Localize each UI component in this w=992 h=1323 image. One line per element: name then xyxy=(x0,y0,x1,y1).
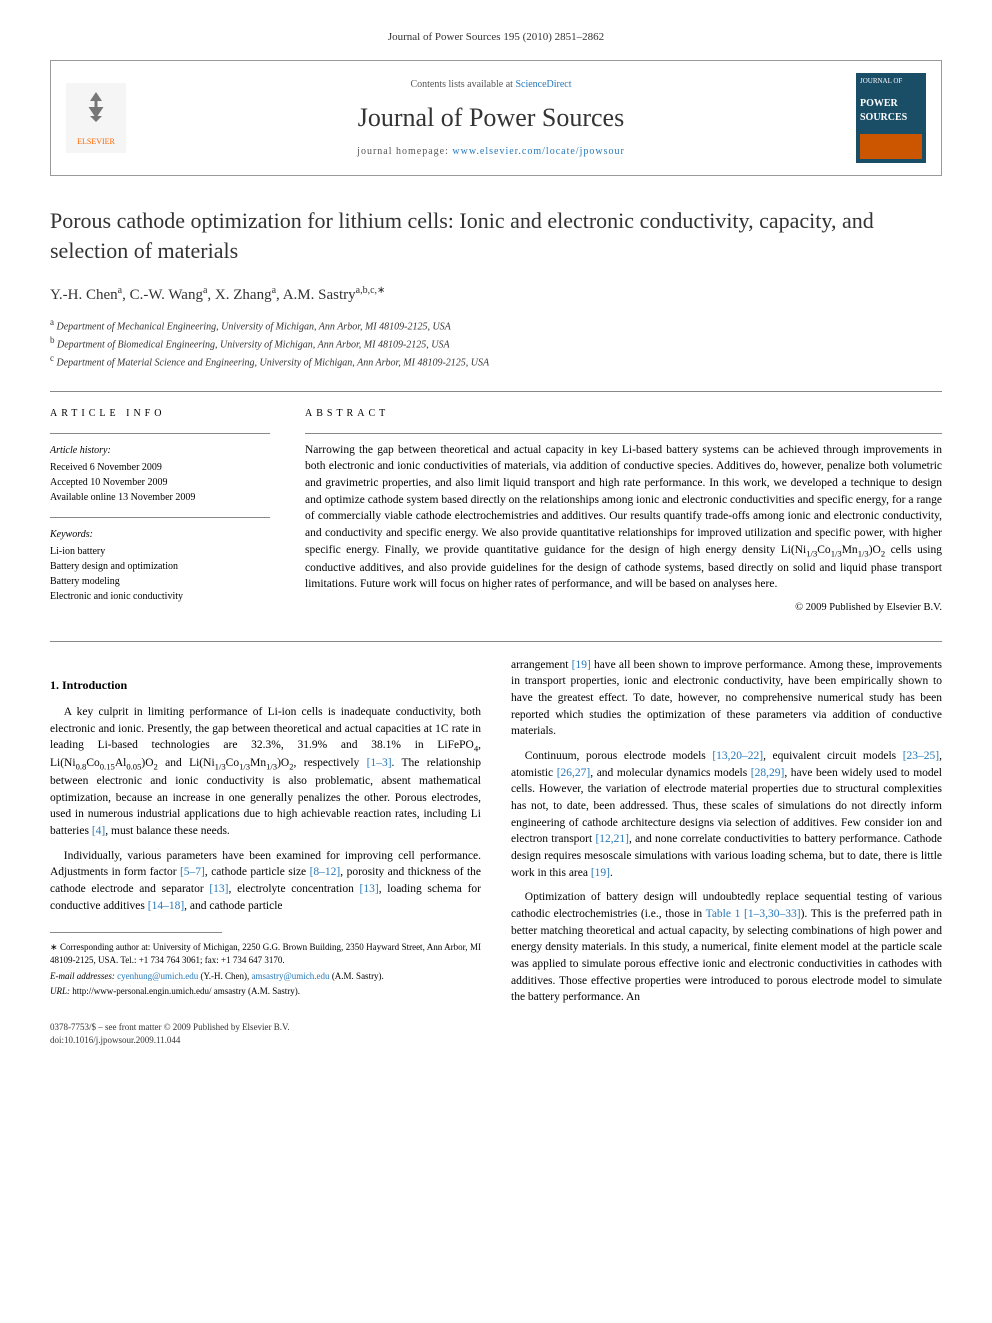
body-paragraph: Continuum, porous electrode models [13,2… xyxy=(511,748,942,881)
body-paragraph: A key culprit in limiting performance of… xyxy=(50,704,481,840)
email-link[interactable]: cyenhung@umich.edu xyxy=(117,971,198,981)
keyword: Li-ion battery xyxy=(50,544,270,559)
homepage-prefix: journal homepage: xyxy=(357,146,452,157)
accepted-date: Accepted 10 November 2009 xyxy=(50,475,270,490)
url-value: http://www-personal.engin.umich.edu/ ams… xyxy=(72,986,245,996)
email-label: E-mail addresses: xyxy=(50,971,117,981)
header-center: Contents lists available at ScienceDirec… xyxy=(141,78,841,158)
citation-link[interactable]: [13] xyxy=(360,883,379,895)
body-paragraph: arrangement [19] have all been shown to … xyxy=(511,657,942,740)
separator xyxy=(50,641,942,642)
citation-link[interactable]: [23–25] xyxy=(903,750,939,762)
affiliation-b: Department of Biomedical Engineering, Un… xyxy=(57,339,450,350)
elsevier-logo: ELSEVIER xyxy=(66,83,126,153)
citation-link[interactable]: [14–18] xyxy=(148,900,184,912)
elsevier-tree-icon xyxy=(78,89,114,136)
citation-link[interactable]: [19] xyxy=(591,867,610,879)
received-date: Received 6 November 2009 xyxy=(50,460,270,475)
citation-link[interactable]: [1–3] xyxy=(367,757,392,769)
abstract-text: Narrowing the gap between theoretical an… xyxy=(305,442,942,593)
homepage-link[interactable]: www.elsevier.com/locate/jpowsour xyxy=(452,146,624,157)
keyword: Electronic and ionic conductivity xyxy=(50,589,270,604)
body-paragraph: Individually, various parameters have be… xyxy=(50,848,481,915)
citation-link[interactable]: [13] xyxy=(209,883,228,895)
abstract-heading: ABSTRACT xyxy=(305,407,942,421)
table-link[interactable]: Table 1 xyxy=(706,908,741,920)
article-info: ARTICLE INFO Article history: Received 6… xyxy=(50,407,270,616)
citation-link[interactable]: [26,27] xyxy=(557,767,591,779)
citation-link[interactable]: [19] xyxy=(572,659,591,671)
citation-link[interactable]: [1–3,30–33] xyxy=(740,908,800,920)
footnotes: ∗ Corresponding author at: University of… xyxy=(50,941,481,997)
citation-link[interactable]: [4] xyxy=(92,825,105,837)
cover-graphic xyxy=(860,134,922,159)
abstract: ABSTRACT Narrowing the gap between theor… xyxy=(305,407,942,616)
section-heading: 1. Introduction xyxy=(50,677,481,694)
journal-cover-thumb: JOURNAL OF POWER SOURCES xyxy=(856,73,926,163)
url-who: (A.M. Sastry). xyxy=(246,986,300,996)
info-abstract-row: ARTICLE INFO Article history: Received 6… xyxy=(50,407,942,616)
article-title: Porous cathode optimization for lithium … xyxy=(50,206,942,265)
journal-reference: Journal of Power Sources 195 (2010) 2851… xyxy=(50,30,942,45)
citation-link[interactable]: [5–7] xyxy=(180,866,205,878)
keyword: Battery modeling xyxy=(50,574,270,589)
keywords-label: Keywords: xyxy=(50,528,270,542)
info-heading: ARTICLE INFO xyxy=(50,407,270,421)
email-link[interactable]: amsastry@umich.edu xyxy=(252,971,330,981)
body-content: 1. Introduction A key culprit in limitin… xyxy=(50,657,942,1006)
citation-link[interactable]: [13,20–22] xyxy=(712,750,763,762)
separator xyxy=(50,391,942,392)
sciencedirect-link[interactable]: ScienceDirect xyxy=(515,79,571,90)
authors: Y.-H. Chena, C.-W. Wanga, X. Zhanga, A.M… xyxy=(50,284,942,306)
elsevier-label: ELSEVIER xyxy=(77,136,115,147)
doi-footer: 0378-7753/$ – see front matter © 2009 Pu… xyxy=(50,1021,942,1046)
header-box: ELSEVIER Contents lists available at Sci… xyxy=(50,60,942,176)
footnote-separator xyxy=(50,932,222,933)
online-date: Available online 13 November 2009 xyxy=(50,490,270,505)
keyword: Battery design and optimization xyxy=(50,559,270,574)
affiliation-c: Department of Material Science and Engin… xyxy=(57,358,490,369)
url-label: URL: xyxy=(50,986,72,996)
doi-value: doi:10.1016/j.jpowsour.2009.11.044 xyxy=(50,1034,942,1047)
contents-prefix: Contents lists available at xyxy=(410,79,515,90)
body-paragraph: Optimization of battery design will undo… xyxy=(511,889,942,1006)
contents-line: Contents lists available at ScienceDirec… xyxy=(141,78,841,92)
journal-title: Journal of Power Sources xyxy=(141,100,841,136)
history-label: Article history: xyxy=(50,444,270,458)
citation-link[interactable]: [8–12] xyxy=(310,866,341,878)
corresponding-author: ∗ Corresponding author at: University of… xyxy=(50,941,481,966)
affiliations: a Department of Mechanical Engineering, … xyxy=(50,316,942,371)
citation-link[interactable]: [28,29] xyxy=(751,767,785,779)
affiliation-a: Department of Mechanical Engineering, Un… xyxy=(57,321,451,332)
cover-label-top: JOURNAL OF xyxy=(860,77,922,87)
email-who: (Y.-H. Chen), xyxy=(198,971,251,981)
cover-label-main: POWER SOURCES xyxy=(860,97,922,125)
front-matter-line: 0378-7753/$ – see front matter © 2009 Pu… xyxy=(50,1021,942,1034)
email-who: (A.M. Sastry). xyxy=(330,971,384,981)
homepage-line: journal homepage: www.elsevier.com/locat… xyxy=(141,145,841,159)
abstract-copyright: © 2009 Published by Elsevier B.V. xyxy=(305,601,942,616)
citation-link[interactable]: [12,21] xyxy=(595,833,629,845)
